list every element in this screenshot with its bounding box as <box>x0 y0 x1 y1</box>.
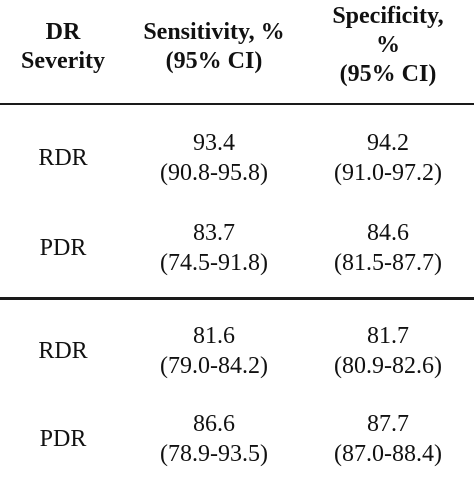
header-col1-line2: Severity <box>21 48 105 74</box>
specificity-cell: 94.2 (91.0-97.2) <box>302 128 474 188</box>
specificity-value: 84.6 <box>367 220 409 246</box>
table-row: PDR 83.7 (74.5-91.8) 84.6 (81.5-87.7) <box>0 204 474 292</box>
header-divider <box>0 103 474 105</box>
specificity-ci: (91.0-97.2) <box>334 160 442 186</box>
severity-cell: RDR <box>38 145 88 171</box>
table-header: DR Severity Sensitivity, % (95% CI) Spec… <box>0 0 474 102</box>
severity-cell: PDR <box>39 235 87 261</box>
specificity-ci: (87.0-88.4) <box>334 441 442 467</box>
specificity-cell: 81.7 (80.9-82.6) <box>302 321 474 381</box>
header-col2-line2: (95% CI) <box>165 48 263 74</box>
sensitivity-ci: (74.5-91.8) <box>160 250 268 276</box>
header-dr-severity: DR Severity <box>0 18 126 76</box>
sensitivity-value: 81.6 <box>193 323 235 349</box>
specificity-ci: (81.5-87.7) <box>334 250 442 276</box>
section-divider <box>0 297 474 300</box>
specificity-value: 94.2 <box>367 130 409 156</box>
header-specificity: Specificity, % (95% CI) <box>302 2 474 89</box>
sensitivity-ci: (79.0-84.2) <box>160 353 268 379</box>
header-col3-line3: (95% CI) <box>339 61 437 87</box>
specificity-cell: 87.7 (87.0-88.4) <box>302 409 474 469</box>
sensitivity-cell: 83.7 (74.5-91.8) <box>126 218 302 278</box>
table-row: RDR 81.6 (79.0-84.2) 81.7 (80.9-82.6) <box>0 307 474 395</box>
sensitivity-value: 86.6 <box>193 411 235 437</box>
sensitivity-cell: 81.6 (79.0-84.2) <box>126 321 302 381</box>
specificity-ci: (80.9-82.6) <box>334 353 442 379</box>
sensitivity-value: 93.4 <box>193 130 235 156</box>
specificity-value: 87.7 <box>367 411 409 437</box>
header-col3-line1: Specificity, <box>332 3 444 29</box>
sensitivity-cell: 93.4 (90.8-95.8) <box>126 128 302 188</box>
sensitivity-value: 83.7 <box>193 220 235 246</box>
severity-cell: RDR <box>38 338 88 364</box>
sensitivity-ci: (78.9-93.5) <box>160 441 268 467</box>
severity-cell: PDR <box>39 426 87 452</box>
sensitivity-ci: (90.8-95.8) <box>160 160 268 186</box>
specificity-cell: 84.6 (81.5-87.7) <box>302 218 474 278</box>
table-row: PDR 86.6 (78.9-93.5) 87.7 (87.0-88.4) <box>0 395 474 483</box>
sensitivity-cell: 86.6 (78.9-93.5) <box>126 409 302 469</box>
table-row: RDR 93.4 (90.8-95.8) 94.2 (91.0-97.2) <box>0 114 474 202</box>
header-col2-line1: Sensitivity, % <box>143 19 285 45</box>
header-sensitivity: Sensitivity, % (95% CI) <box>126 18 302 76</box>
header-col1-line1: DR <box>45 19 81 45</box>
header-col3-line2: % <box>376 32 400 58</box>
specificity-value: 81.7 <box>367 323 409 349</box>
